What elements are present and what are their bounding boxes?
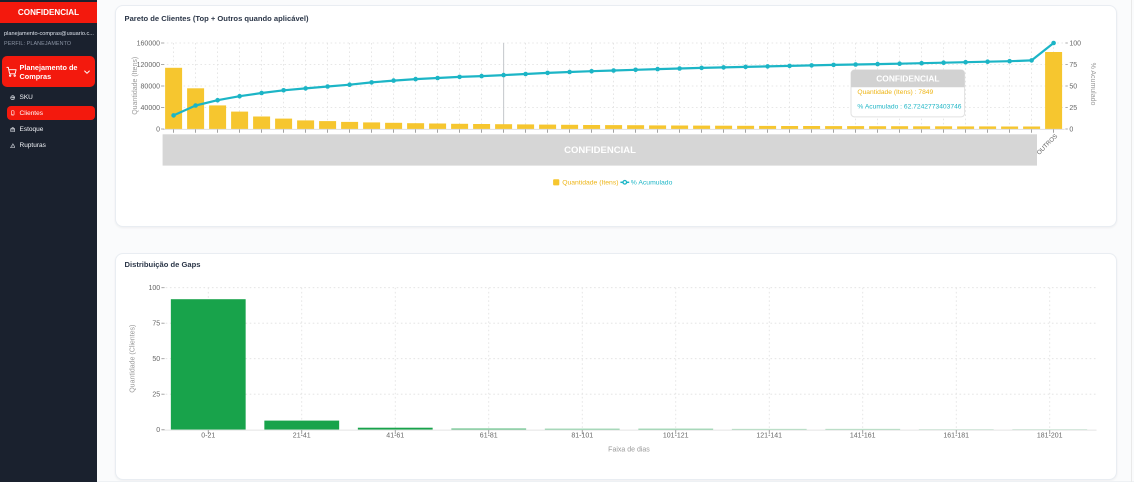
svg-text:81-101: 81-101 [571,432,593,439]
svg-text:100: 100 [149,285,161,292]
svg-text:0: 0 [156,126,160,133]
svg-text:101-121: 101-121 [663,432,689,439]
svg-text:% Acumulado : 62.7242773403746: % Acumulado : 62.7242773403746 [857,104,961,111]
svg-text:160000: 160000 [137,40,160,47]
svg-text:21-41: 21-41 [293,432,311,439]
svg-text:41-61: 41-61 [386,432,404,439]
svg-text:Quantidade (Clientes): Quantidade (Clientes) [130,325,137,393]
svg-text:% Acumulado: % Acumulado [631,180,673,187]
svg-text:161-181: 161-181 [943,432,969,439]
svg-text:100: 100 [1069,40,1081,47]
svg-text:25: 25 [152,392,160,399]
svg-text:CONFIDENCIAL: CONFIDENCIAL [876,74,939,84]
svg-text:75: 75 [152,321,160,328]
svg-text:Quantidade (Itens): Quantidade (Itens) [132,57,139,115]
svg-text:0-21: 0-21 [201,432,215,439]
svg-text:120000: 120000 [137,62,160,69]
svg-text:0: 0 [156,427,160,434]
svg-text:CONFIDENCIAL: CONFIDENCIAL [564,145,636,156]
svg-text:25: 25 [1069,105,1077,112]
svg-text:50: 50 [1069,83,1077,90]
svg-text:Quantidade (Itens) : 7849: Quantidade (Itens) : 7849 [857,89,933,96]
svg-text:50: 50 [152,356,160,363]
svg-text:75: 75 [1069,62,1077,69]
svg-text:0: 0 [1069,126,1073,133]
svg-text:OUTROS: OUTROS [1036,133,1060,157]
svg-text:121-141: 121-141 [756,432,782,439]
svg-text:141-161: 141-161 [850,432,876,439]
svg-text:Quantidade (Itens): Quantidade (Itens) [562,180,618,187]
svg-text:61-81: 61-81 [480,432,498,439]
svg-text:% Acumulado: % Acumulado [1089,63,1096,106]
svg-text:80000: 80000 [141,83,161,90]
svg-text:181-201: 181-201 [1037,432,1063,439]
svg-text:40000: 40000 [141,105,161,112]
svg-text:Faixa de dias: Faixa de dias [608,446,650,453]
